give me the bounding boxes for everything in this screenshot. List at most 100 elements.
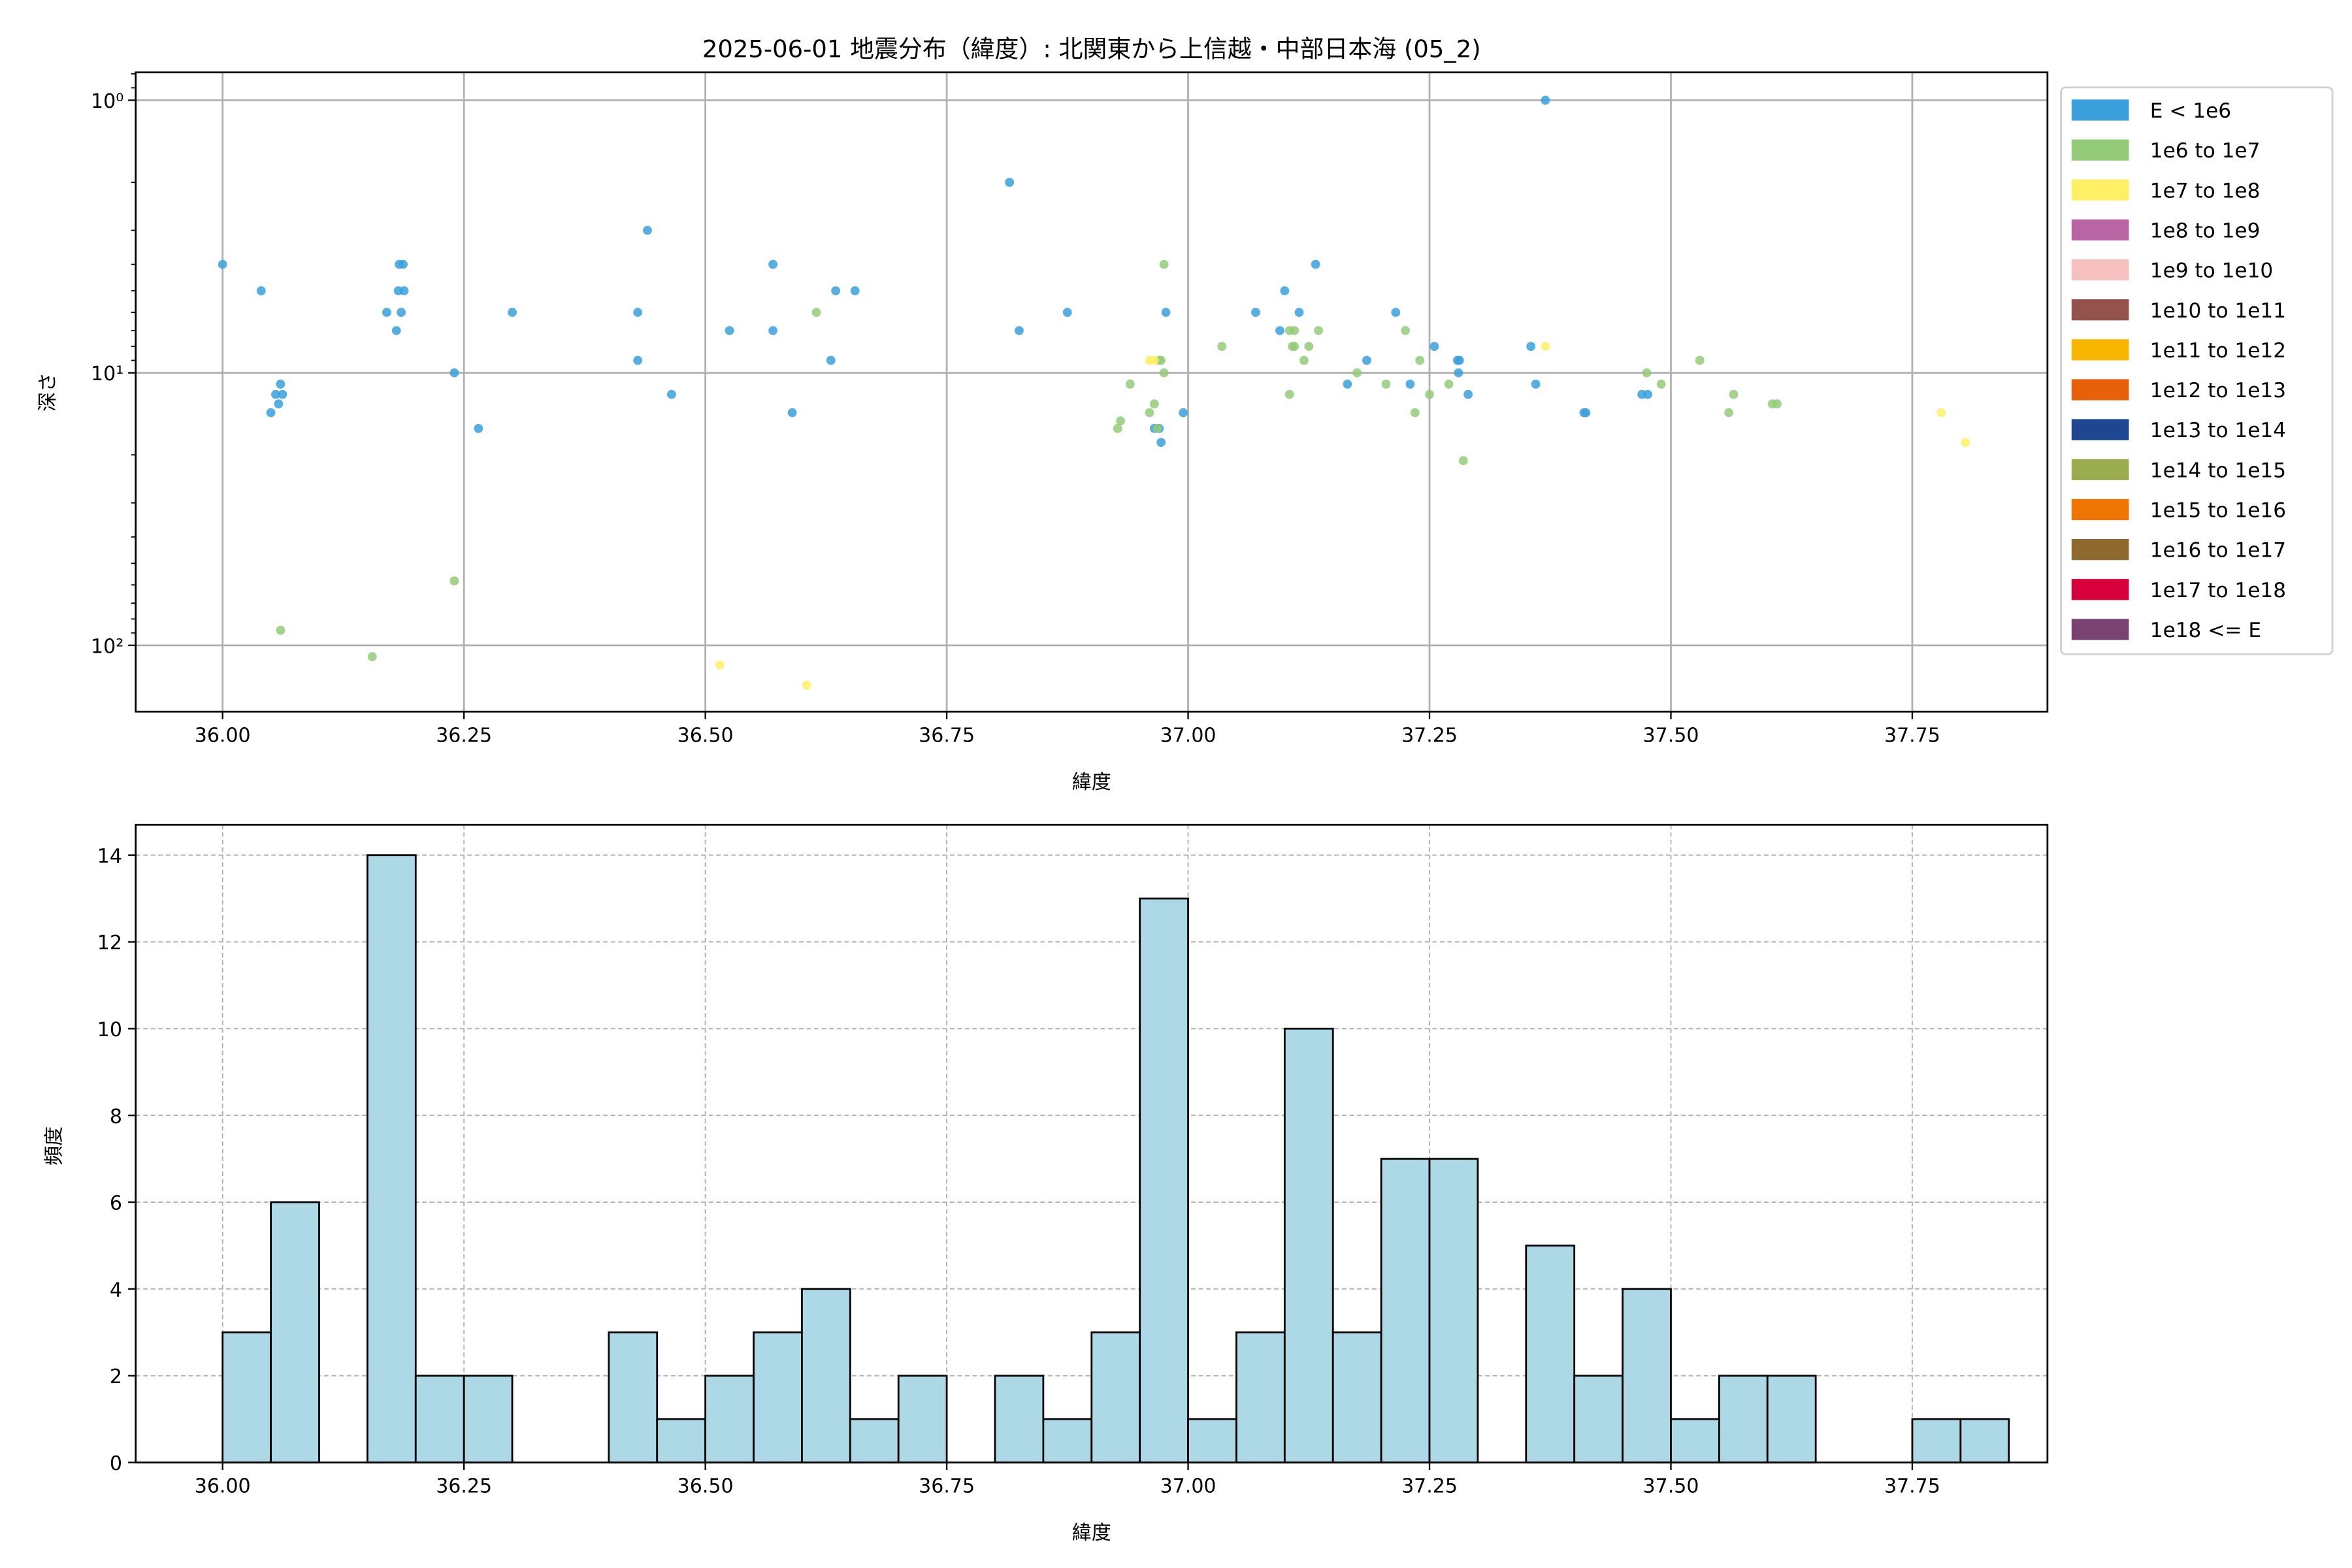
scatter-point bbox=[850, 286, 860, 295]
y-tick-label: 14 bbox=[97, 845, 122, 868]
scatter-point bbox=[399, 259, 408, 269]
scatter-point bbox=[399, 286, 409, 295]
x-tick-label: 37.25 bbox=[1401, 1475, 1458, 1498]
x-tick-label: 36.00 bbox=[195, 724, 251, 747]
scatter-point bbox=[1125, 380, 1135, 389]
legend-label: 1e6 to 1e7 bbox=[2150, 139, 2261, 163]
scatter-point bbox=[1541, 342, 1550, 351]
histogram-bar bbox=[1235, 1331, 1286, 1463]
scatter-point bbox=[1454, 368, 1463, 378]
scatter-point bbox=[1156, 355, 1166, 365]
legend-label: 1e9 to 1e10 bbox=[2150, 259, 2273, 283]
scatter-point bbox=[1463, 389, 1473, 399]
legend-swatch bbox=[2071, 219, 2129, 241]
scatter-point bbox=[271, 389, 280, 399]
legend-swatch bbox=[2071, 539, 2129, 561]
legend-swatch bbox=[2071, 498, 2129, 521]
histogram-bar bbox=[1670, 1418, 1720, 1463]
scatter-point bbox=[643, 225, 652, 235]
legend-swatch bbox=[2071, 179, 2129, 201]
scatter-point bbox=[278, 389, 287, 399]
scatter-point bbox=[474, 423, 483, 433]
scatter-point bbox=[1284, 389, 1294, 399]
legend-box bbox=[2060, 86, 2334, 655]
scatter-point bbox=[1444, 380, 1454, 389]
x-tick-label: 36.00 bbox=[195, 1475, 251, 1498]
legend-swatch bbox=[2071, 339, 2129, 361]
scatter-point bbox=[811, 308, 821, 318]
histogram-bar bbox=[1090, 1331, 1141, 1463]
x-tick-label: 36.75 bbox=[919, 724, 975, 747]
scatter-point bbox=[1156, 438, 1166, 448]
histogram-bar bbox=[1573, 1375, 1624, 1463]
y-tick-label: 10⁰ bbox=[91, 90, 123, 113]
y-tick-label: 8 bbox=[110, 1105, 122, 1128]
histogram-bar bbox=[1622, 1288, 1672, 1463]
histogram-bar bbox=[270, 1201, 320, 1463]
y-tick-label: 6 bbox=[110, 1192, 122, 1215]
scatter-point bbox=[1251, 308, 1260, 318]
legend-swatch bbox=[2071, 419, 2129, 440]
x-tick-label: 37.50 bbox=[1643, 724, 1699, 747]
scatter-point bbox=[633, 355, 643, 365]
scatter-point bbox=[802, 680, 811, 690]
legend-label: 1e7 to 1e8 bbox=[2150, 179, 2261, 203]
histogram-bar bbox=[1525, 1245, 1576, 1463]
histogram-plot: 36.00 36.25 36.50 36.75 37.00 37.25 37.50 37.75… bbox=[97, 823, 2049, 1498]
scatter-point bbox=[1381, 380, 1391, 389]
legend-label: E < 1e6 bbox=[2150, 99, 2231, 123]
scatter-point bbox=[1304, 342, 1314, 351]
scatter-point bbox=[1458, 456, 1468, 466]
scatter-point bbox=[1401, 326, 1410, 335]
scatter-point bbox=[1415, 355, 1425, 365]
y-tick-label: 12 bbox=[97, 932, 122, 955]
legend-label: 1e18 <= E bbox=[2150, 619, 2261, 642]
scatter-point bbox=[1288, 342, 1298, 351]
plot-frame bbox=[135, 823, 2049, 1463]
histogram-bar bbox=[1766, 1375, 1817, 1463]
scatter-point bbox=[1541, 95, 1550, 105]
scatter-point bbox=[715, 660, 725, 670]
scatter-point bbox=[256, 286, 266, 295]
scatter-point bbox=[1311, 259, 1320, 269]
scatter-point bbox=[768, 259, 777, 269]
histogram-y-axis-label: 頻度 bbox=[42, 1126, 65, 1166]
scatter-point bbox=[276, 380, 286, 389]
histogram-bar bbox=[1911, 1418, 1962, 1463]
scatter-x-axis-label: 緯度 bbox=[1072, 771, 1111, 794]
x-tick-label: 37.75 bbox=[1884, 1475, 1940, 1498]
legend: E < 1e6 1e6 to 1e7 1e7 to 1e8 1e8 to 1e9 1e9… bbox=[2060, 86, 2334, 655]
scatter-point bbox=[1642, 368, 1652, 378]
scatter-point bbox=[1217, 342, 1227, 351]
histogram-bar bbox=[897, 1375, 948, 1463]
x-tick-label: 37.25 bbox=[1401, 724, 1458, 747]
scatter-point bbox=[1161, 308, 1171, 318]
scatter-point bbox=[1299, 355, 1309, 365]
histogram-bar bbox=[1959, 1418, 2010, 1463]
scatter-point bbox=[449, 576, 459, 586]
histogram-bar bbox=[753, 1331, 803, 1463]
scatter-point bbox=[831, 286, 841, 295]
scatter-point bbox=[1343, 380, 1352, 389]
scatter-point bbox=[1531, 380, 1541, 389]
scatter-point bbox=[768, 326, 777, 335]
scatter-point bbox=[1410, 408, 1420, 417]
y-tick-label: 0 bbox=[110, 1452, 122, 1475]
legend-label: 1e10 to 1e11 bbox=[2150, 299, 2286, 323]
legend-swatch bbox=[2071, 619, 2129, 640]
scatter-point bbox=[1772, 399, 1782, 409]
scatter-point bbox=[1015, 326, 1024, 335]
x-tick-label: 37.50 bbox=[1643, 1475, 1699, 1498]
y-tick-label: 10 bbox=[97, 1019, 122, 1041]
legend-swatch bbox=[2071, 379, 2129, 400]
scatter-point bbox=[1290, 326, 1299, 335]
histogram-bar bbox=[366, 854, 417, 1463]
x-tick-label: 37.75 bbox=[1884, 724, 1940, 747]
x-tick-label: 37.00 bbox=[1160, 1475, 1217, 1498]
plot-frame bbox=[135, 71, 2049, 713]
histogram-bar bbox=[221, 1331, 272, 1463]
scatter-point bbox=[391, 326, 401, 335]
scatter-point bbox=[1936, 408, 1946, 417]
scatter-point bbox=[1425, 389, 1434, 399]
histogram-bar bbox=[994, 1375, 1045, 1463]
